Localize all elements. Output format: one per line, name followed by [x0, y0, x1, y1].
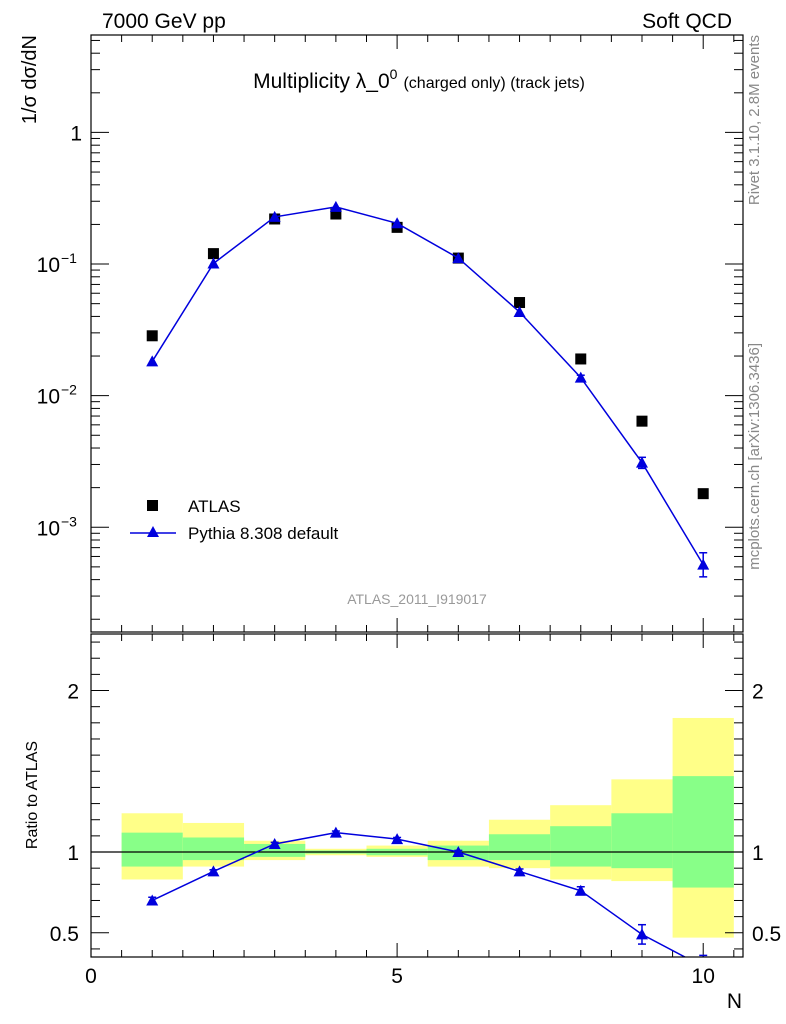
atlas-point: [575, 353, 587, 365]
watermark: ATLAS_2011_I919017: [347, 591, 487, 607]
atlas-point: [697, 488, 709, 500]
ratio-band-green: [244, 843, 306, 857]
ratio-pythia-point: [146, 894, 159, 906]
ratio-series: [146, 826, 708, 957]
ratio-panel: 0 5 10 0.5 0.5 1 1 2 2 Ratio to ATLAS N: [24, 633, 781, 1013]
pythia-point: [268, 210, 281, 222]
x-tick-label: 5: [391, 965, 403, 988]
ratio-pythia-point: [635, 928, 648, 940]
ratio-band-green: [672, 776, 734, 888]
main-panel: 110−110−210−3 Multiplicity λ_00(charged …: [19, 34, 744, 633]
atlas-point: [636, 415, 648, 427]
ratio-band-green: [488, 834, 551, 861]
pythia-point: [697, 558, 710, 570]
ratio-band-green: [182, 837, 245, 861]
y-tick-label-exponent: −2: [61, 382, 77, 398]
x-axis-label: N: [727, 990, 742, 1013]
pythia-point: [513, 306, 526, 318]
ratio-y-tick-label-right: 2: [752, 681, 764, 704]
pythia-point: [574, 371, 587, 383]
ratio-panel-frame: [90, 633, 744, 958]
ratio-pythia-point: [329, 826, 342, 838]
ratio-y-tick-label: 2: [67, 681, 79, 704]
ratio-pythia-point: [207, 865, 220, 877]
ratio-pythia-point: [452, 846, 465, 858]
ratio-y-tick-label-right: 0.5: [752, 923, 781, 946]
header-left: 7000 GeV pp: [102, 10, 226, 33]
mcplots-label: mcplots.cern.ch [arXiv:1306.3436]: [746, 343, 763, 570]
x-tick-label: 10: [692, 965, 715, 988]
atlas-point: [146, 330, 158, 342]
ratio-band-green: [550, 826, 612, 867]
ratio-pythia-point: [513, 865, 526, 877]
ratio-band-green: [121, 832, 183, 867]
ratio-y-tick-label: 0.5: [50, 923, 79, 946]
legend-atlas-label: ATLAS: [188, 497, 241, 516]
main-title: Multiplicity λ_00 (charged only) (track j…: [253, 66, 585, 93]
pythia-point: [635, 456, 648, 468]
atlas-point: [207, 248, 219, 260]
ratio-y-tick-label-right: 1: [752, 842, 764, 865]
y-tick-label: 10: [37, 254, 60, 277]
y-tick-label-exponent: −3: [61, 513, 77, 529]
main-title-text: Multiplicity λ_0: [253, 70, 390, 93]
header-right: Soft QCD: [642, 10, 732, 33]
ratio-band-green: [611, 813, 673, 869]
pythia-point: [146, 355, 159, 367]
y-tick-label: 1: [70, 122, 82, 145]
pythia-point: [391, 217, 404, 229]
pythia-point: [207, 257, 220, 269]
main-title-sup: 0: [390, 66, 398, 82]
ratio-y-axis-label: Ratio to ATLAS: [24, 741, 41, 849]
x-tick-label: 0: [85, 965, 97, 988]
rivet-label: Rivet 3.1.10, 2.8M events: [746, 35, 763, 205]
atlas-point: [330, 208, 342, 220]
ratio-pythia-point: [391, 833, 404, 845]
ratio-pythia-point: [268, 837, 281, 849]
ratio-pythia-line: [151, 831, 687, 957]
legend-pythia-label: Pythia 8.308 default: [188, 524, 339, 543]
ratio-bands: [121, 717, 734, 938]
main-panel-frame: [90, 34, 744, 633]
atlas-point: [514, 297, 526, 309]
y-tick-label-exponent: −1: [61, 250, 77, 266]
ratio-pythia-point: [574, 884, 587, 896]
pythia-point: [452, 252, 465, 264]
pythia-point: [329, 200, 342, 212]
legend-atlas-marker: [147, 500, 158, 511]
legend-pythia-marker: [147, 526, 159, 537]
legend: ATLAS Pythia 8.308 default: [130, 497, 339, 543]
ratio-y-tick-label: 1: [67, 842, 79, 865]
y-tick-label: 10: [37, 517, 60, 540]
pythia-line: [151, 206, 704, 566]
main-title-sub: (charged only) (track jets): [403, 75, 584, 92]
y-tick-label: 10: [37, 386, 60, 409]
y-axis-label: 1/σ dσ/dN: [19, 35, 41, 124]
